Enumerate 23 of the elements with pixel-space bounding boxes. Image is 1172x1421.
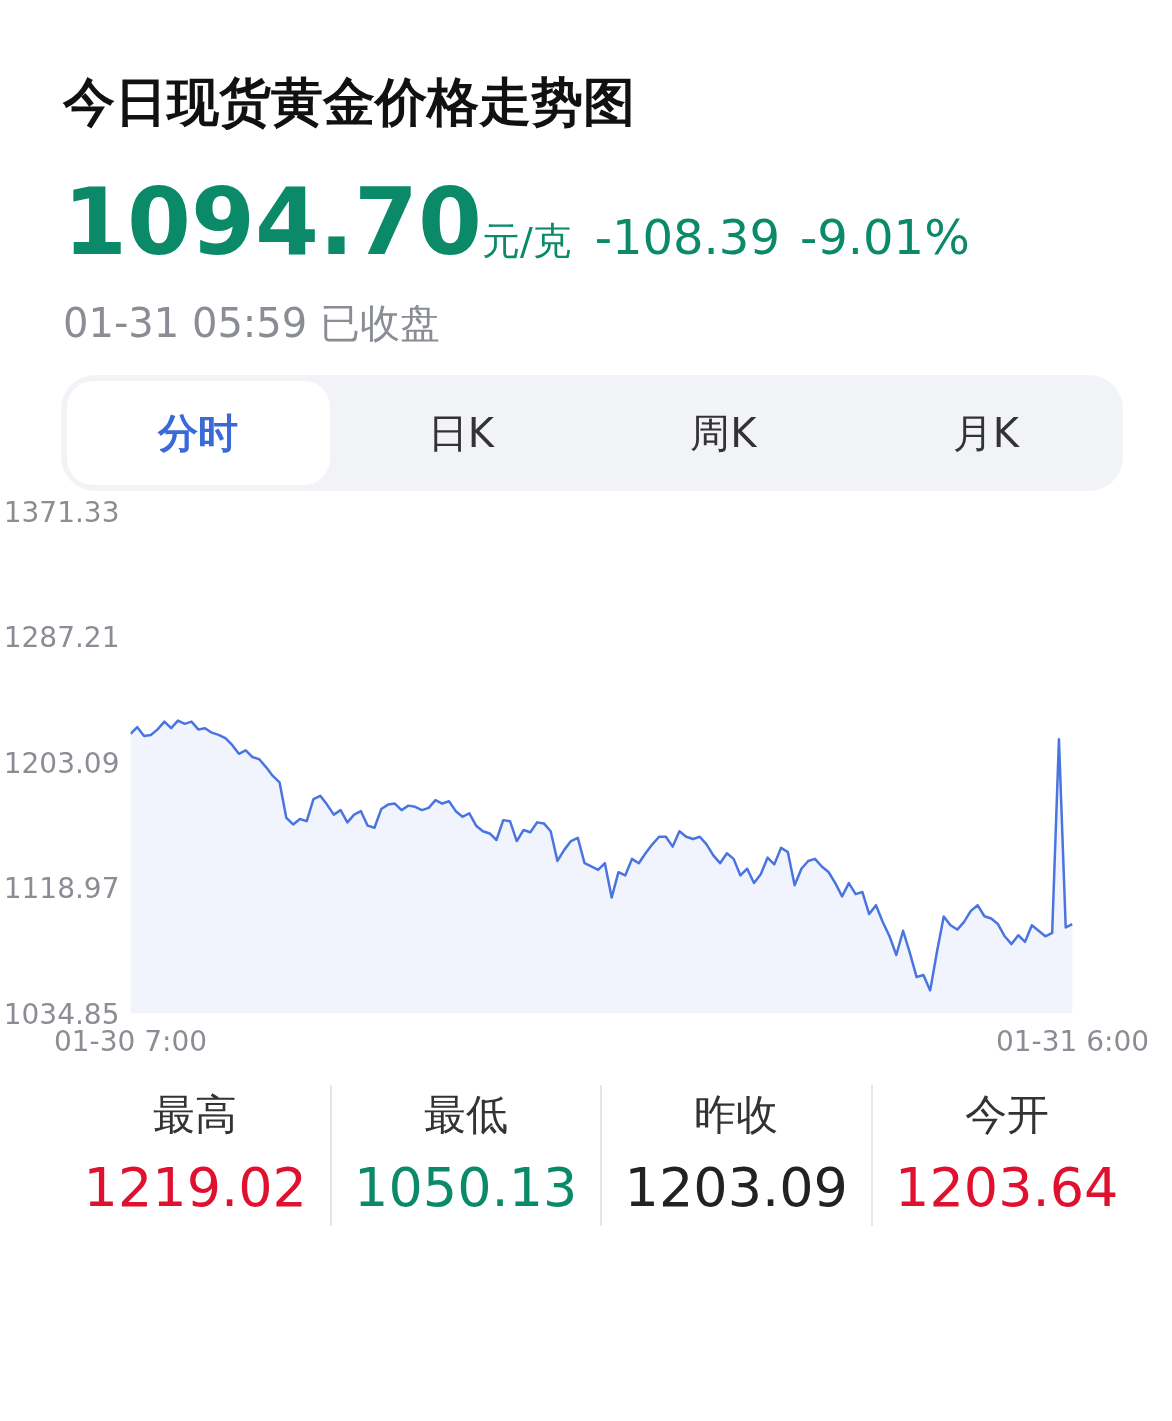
text: -108.39 — [594, 209, 780, 266]
text: 周K — [689, 409, 758, 458]
text: -9.01% — [799, 209, 970, 266]
text: 1219.02 — [82, 1155, 308, 1221]
y-tick-label: 1287.21 — [3, 620, 120, 654]
text: 最低 — [422, 1089, 509, 1141]
text: 1050.13 — [353, 1155, 579, 1221]
y-tick-label: 1203.09 — [3, 746, 120, 780]
text: 元/克 — [482, 219, 571, 264]
text: 1094.70 — [63, 169, 483, 277]
text: 昨收 — [693, 1089, 780, 1141]
text: 分时 — [67, 381, 330, 485]
chart-title: 今日现货黄金价格走势图 — [63, 71, 636, 134]
text: 最高 — [152, 1089, 239, 1141]
y-tick-label: 1371.33 — [3, 495, 120, 529]
text: 月K — [951, 409, 1021, 458]
text: 今开 — [963, 1089, 1050, 1141]
x-tick-label: 01-31 6:00 — [995, 1024, 1150, 1058]
y-tick-label: 1118.97 — [3, 872, 120, 906]
text: 日K — [426, 409, 496, 458]
text: 1203.64 — [894, 1155, 1120, 1221]
text: 01-31 05:59 已收盘 — [63, 298, 441, 348]
text: 1203.09 — [623, 1155, 849, 1221]
